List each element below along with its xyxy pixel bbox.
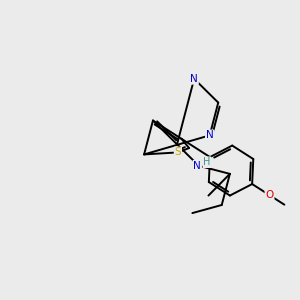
Text: N: N <box>194 161 201 171</box>
Text: N: N <box>206 130 214 140</box>
Text: H: H <box>203 157 211 167</box>
Text: O: O <box>266 190 274 200</box>
Text: S: S <box>175 147 181 158</box>
Text: N: N <box>190 74 198 84</box>
